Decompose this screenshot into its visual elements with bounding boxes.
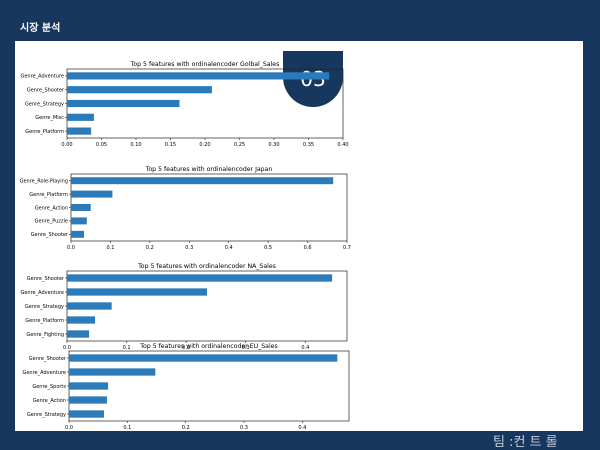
bar-genre_puzzle: [71, 217, 87, 225]
x-tick-label: 0.4: [225, 245, 233, 251]
y-tick-label: Genre_Platform: [25, 318, 64, 324]
y-tick-label: Genre_Sports: [32, 384, 66, 390]
bar-genre_adventure: [67, 288, 207, 296]
y-tick-label: Genre_Strategy: [25, 304, 64, 310]
y-tick-label: Genre_Adventure: [20, 290, 64, 296]
y-tick-label: Genre_Puzzle: [35, 219, 68, 225]
bar-genre_shooter: [67, 274, 333, 282]
chart-3: Top 5 features with ordinalencoder NA_Sa…: [20, 263, 348, 351]
chart-2: Top 5 features with ordinalencoder Japan…: [20, 166, 351, 251]
chart-4: Top 5 features with ordinalencoder EU_Sa…: [22, 343, 350, 431]
x-tick-label: 0.20: [199, 142, 210, 148]
y-tick-label: Genre_Shooter: [29, 356, 67, 362]
x-tick-label: 0.1: [106, 245, 114, 251]
y-tick-label: Genre_Shooter: [27, 276, 65, 282]
x-tick-label: 0.2: [182, 345, 190, 351]
chart-title: Top 5 features with ordinalencoder NA_Sa…: [137, 263, 276, 270]
y-tick-label: Genre_Action: [35, 205, 68, 211]
bar-genre_shooter: [67, 86, 212, 94]
x-tick-label: 0.0: [65, 425, 73, 431]
y-tick-label: Genre_Adventure: [22, 370, 66, 376]
x-tick-label: 0.4: [298, 425, 306, 431]
bar-genre_strategy: [67, 99, 180, 108]
x-tick-label: 0.05: [96, 142, 107, 148]
bar-genre_sports: [69, 382, 109, 390]
x-tick-label: 0.3: [242, 345, 250, 351]
y-tick-label: Genre_Shooter: [31, 232, 69, 238]
chart-title: Top 5 features with ordinalencoder Japan: [145, 166, 273, 173]
y-tick-label: Genre_Fighting: [26, 332, 64, 338]
y-tick-label: Genre_Misc: [35, 115, 64, 121]
x-tick-label: 0.2: [146, 245, 154, 251]
x-tick-label: 0.0: [67, 245, 75, 251]
x-tick-label: 0.40: [337, 142, 348, 148]
x-tick-label: 0.6: [304, 245, 312, 251]
bar-genre_role-playing: [71, 177, 334, 185]
slide-title: 시장 분석: [20, 23, 61, 34]
y-tick-label: Genre_Platform: [29, 192, 68, 198]
y-tick-label: Genre_Platform: [25, 129, 64, 135]
bar-genre_platform: [71, 190, 113, 198]
chart-title: Top 5 features with ordinalencoder Golba…: [130, 61, 280, 68]
x-tick-label: 0.15: [165, 142, 176, 148]
bar-genre_adventure: [69, 368, 156, 376]
x-tick-label: 0.7: [343, 245, 351, 251]
bar-genre_action: [71, 204, 91, 211]
x-tick-label: 0.35: [303, 142, 314, 148]
x-tick-label: 0.0: [63, 345, 71, 351]
x-tick-label: 0.25: [234, 142, 245, 148]
bar-genre_platform: [67, 127, 92, 135]
x-tick-label: 0.1: [123, 425, 131, 431]
bar-genre_fighting: [67, 330, 90, 338]
bar-genre_misc: [67, 113, 94, 121]
y-tick-label: Genre_Role-Playing: [20, 179, 68, 185]
bar-genre_shooter: [71, 230, 85, 238]
bar-genre_shooter: [69, 354, 338, 362]
x-tick-label: 0.3: [185, 245, 193, 251]
x-tick-label: 0.2: [182, 425, 190, 431]
y-tick-label: Genre_Adventure: [20, 74, 64, 80]
bar-genre_strategy: [69, 410, 104, 418]
y-tick-label: Genre_Action: [33, 398, 66, 404]
x-tick-label: 0.5: [264, 245, 272, 251]
bar-genre_strategy: [67, 302, 112, 310]
x-tick-label: 0.1: [123, 345, 131, 351]
x-tick-label: 0.3: [240, 425, 248, 431]
x-tick-label: 0.10: [130, 142, 141, 148]
x-tick-label: 0.4: [301, 345, 309, 351]
y-tick-label: Genre_Strategy: [25, 101, 64, 107]
chart-1: Top 5 features with ordinalencoder Golba…: [20, 61, 348, 148]
chart-title: Top 5 features with ordinalencoder EU_Sa…: [139, 343, 277, 350]
y-tick-label: Genre_Strategy: [27, 412, 66, 418]
team-name: 팀 :컨 트 롤: [493, 435, 558, 450]
bar-genre_adventure: [67, 72, 330, 80]
bar-genre_action: [69, 396, 107, 404]
x-tick-label: 0.00: [61, 142, 72, 148]
bar-genre_platform: [67, 316, 95, 324]
y-tick-label: Genre_Shooter: [27, 88, 65, 94]
x-tick-label: 0.30: [268, 142, 279, 148]
